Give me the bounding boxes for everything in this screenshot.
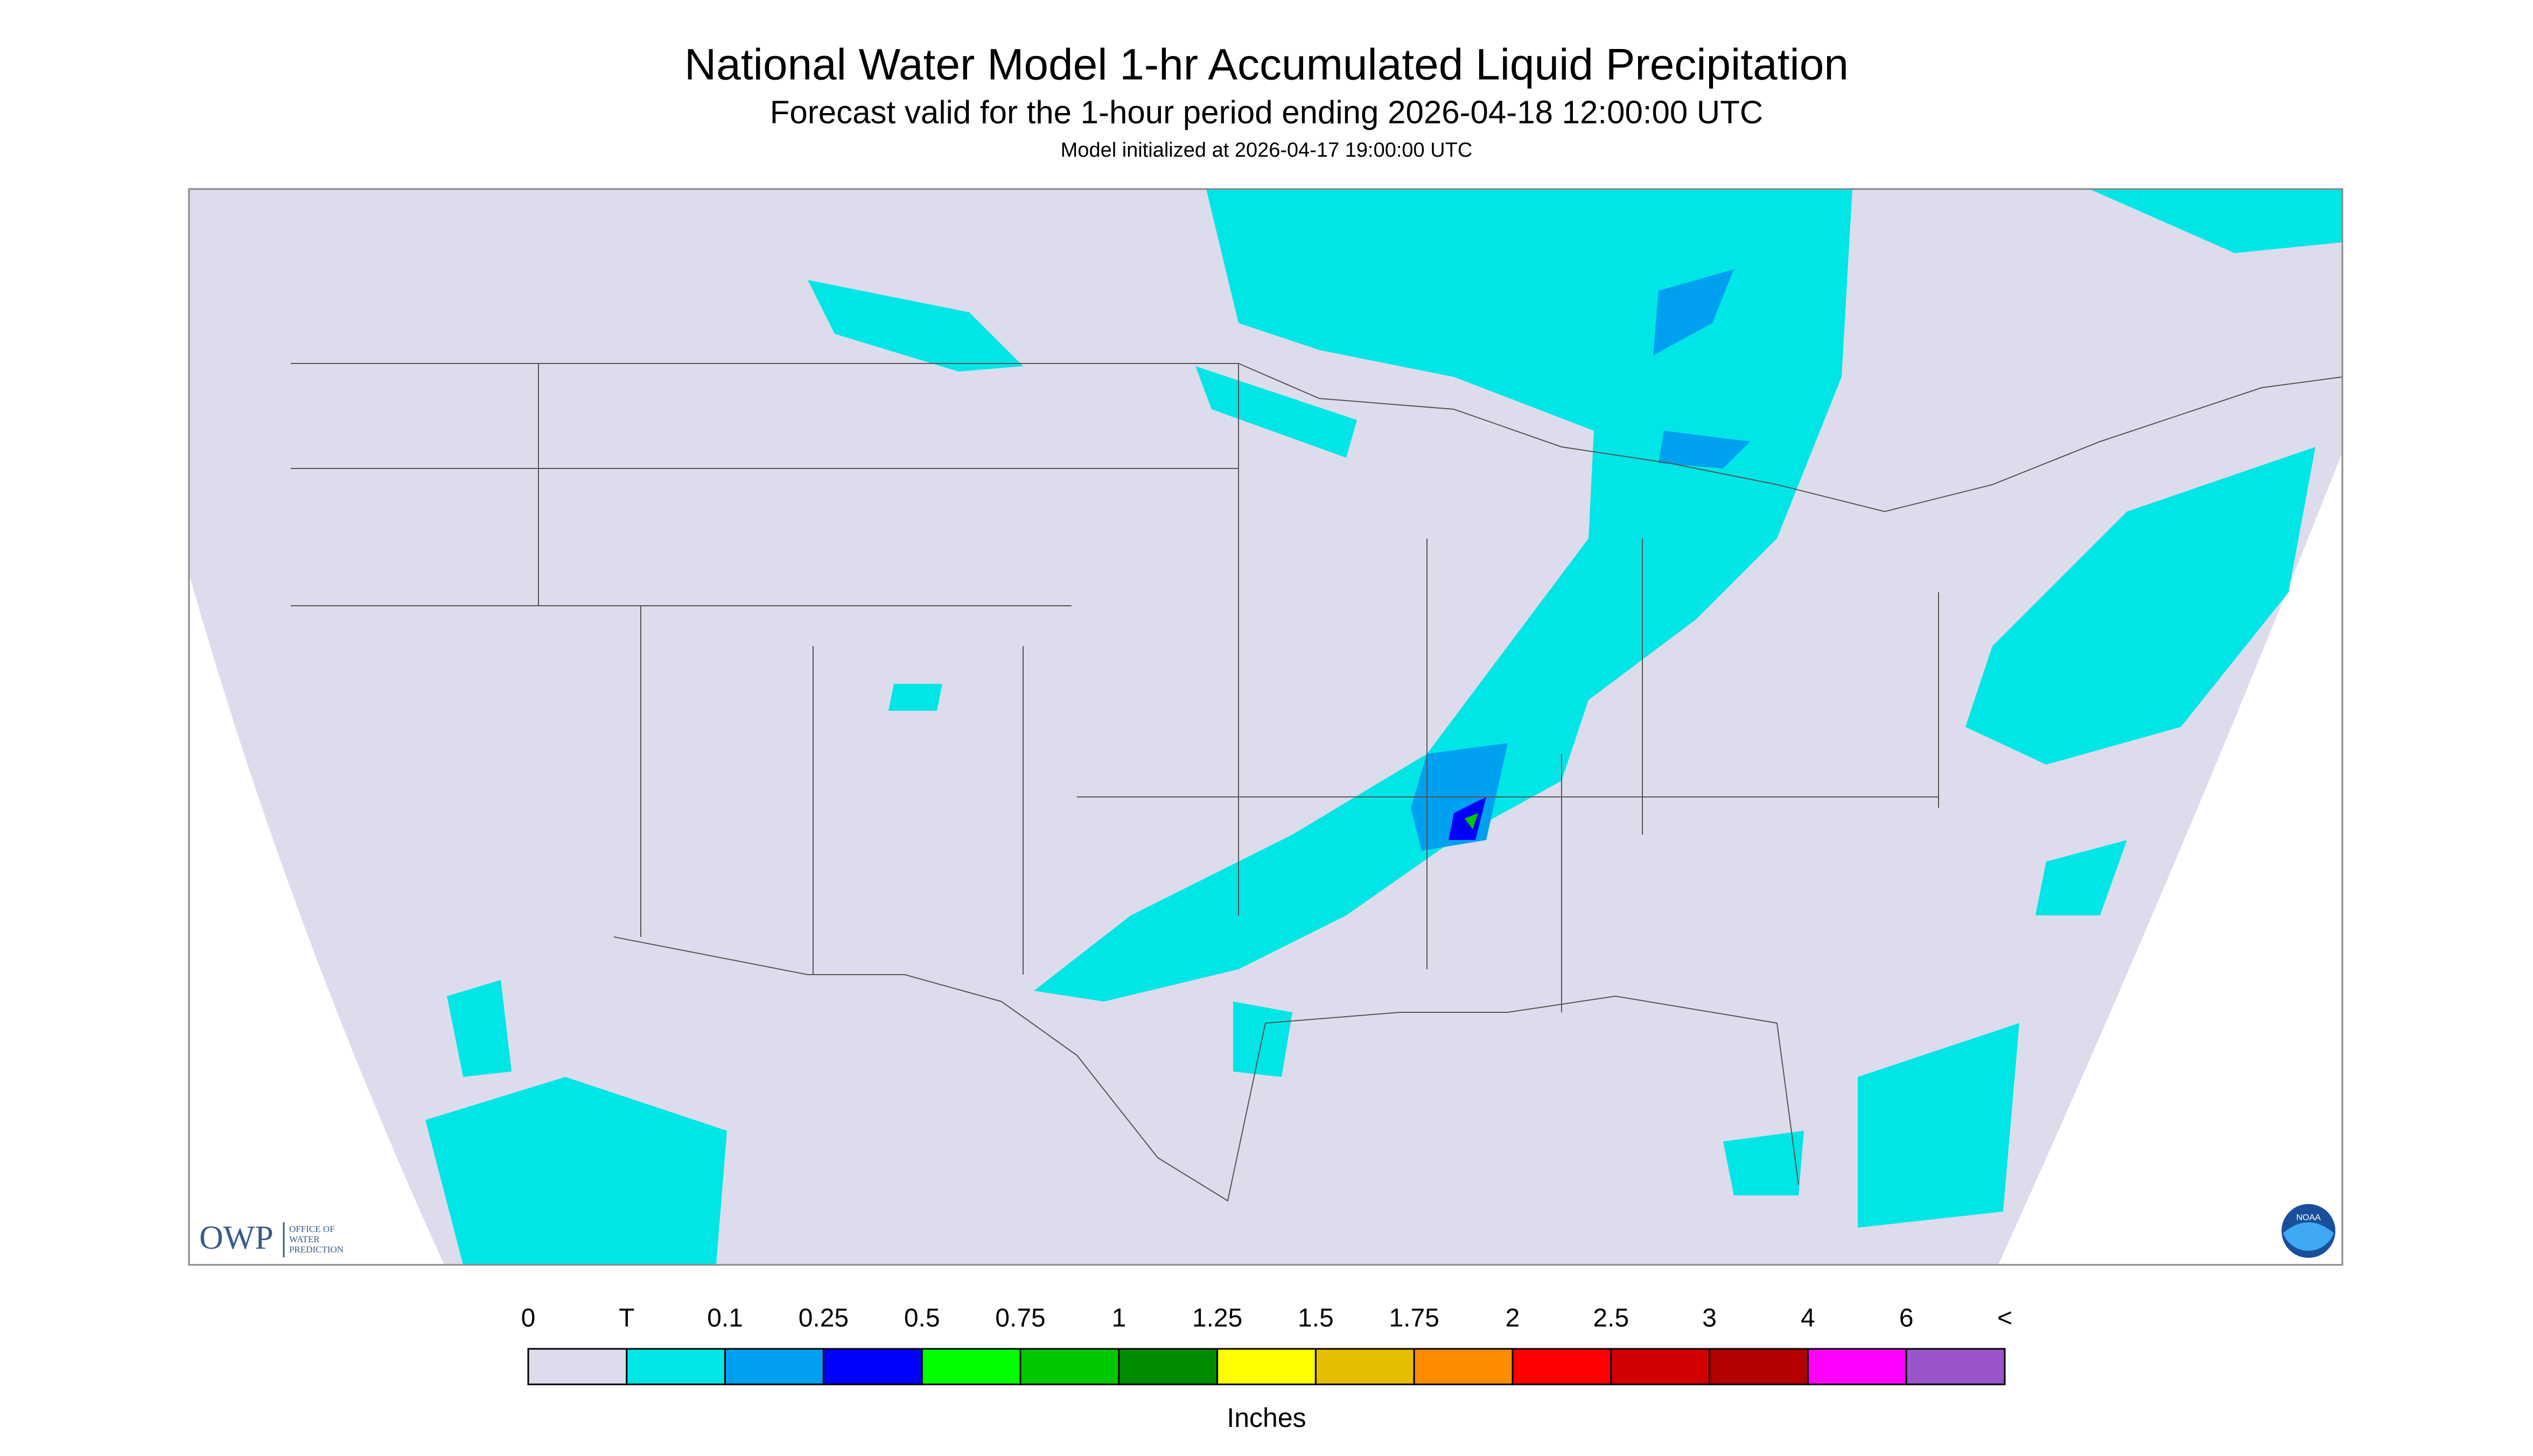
map: OWP OFFICE OF WATER PREDICTION NOAA (188, 188, 2343, 1266)
precip-blob (1653, 269, 1734, 355)
precip-blob (425, 1077, 727, 1265)
legend-label: 2.5 (1593, 1304, 1629, 1333)
init-time: Model initialized at 2026-04-17 19:00:00… (1061, 139, 1473, 162)
legend-swatch (1512, 1348, 1612, 1385)
precip-areas (425, 189, 2342, 1265)
precip-band (1034, 189, 1852, 1002)
legend-swatch (1019, 1348, 1120, 1385)
legend-swatch (921, 1348, 1021, 1385)
owp-logo-text: WATER (289, 1234, 320, 1244)
legend-label: 0.1 (707, 1304, 743, 1333)
owp-logo-text: PREDICTION (289, 1244, 344, 1255)
precip-blob (1233, 1002, 1292, 1077)
noaa-logo-text: NOAA (2296, 1213, 2321, 1222)
legend-label: 4 (1801, 1304, 1815, 1333)
precip-blob (1195, 366, 1357, 458)
legend-swatch (1807, 1348, 1907, 1385)
legend-swatch (1905, 1348, 2006, 1385)
precip-heavy (1465, 813, 1478, 829)
legend-swatch (527, 1348, 628, 1385)
noaa-logo-wave (2283, 1222, 2334, 1251)
border-line (291, 363, 1939, 1012)
precip-blob (1723, 1131, 1804, 1195)
legend-swatch (1413, 1348, 1514, 1385)
legend: 0 T 0.1 0.25 0.5 0.75 1 1.25 1.5 1.75 2 2.5 3 4 6 < (521, 1304, 2012, 1385)
precip-blob (2035, 840, 2127, 915)
title: National Water Model 1-hr Accumulated Li… (684, 40, 1849, 89)
legend-label: 1.75 (1389, 1304, 1439, 1333)
legend-label: 6 (1899, 1304, 1914, 1333)
precip-blob (888, 684, 942, 711)
precip-blob (2089, 189, 2342, 253)
legend-swatch (1216, 1348, 1317, 1385)
legend-swatch (724, 1348, 824, 1385)
legend-swatch (1709, 1348, 1809, 1385)
legend-swatch (822, 1348, 923, 1385)
legend-label: 0.5 (904, 1304, 940, 1333)
legend-swatch (1118, 1348, 1219, 1385)
legend-label: 1.5 (1298, 1304, 1334, 1333)
legend-label: 0.25 (799, 1304, 849, 1333)
legend-label: 3 (1702, 1304, 1717, 1333)
owp-logo: OWP (199, 1220, 274, 1256)
map-frame (188, 188, 2343, 1266)
precip-blob (447, 980, 512, 1077)
legend-label: < (1997, 1304, 2012, 1333)
legend-label: 1.25 (1192, 1304, 1242, 1333)
border-line (291, 363, 2343, 513)
subtitle: Forecast valid for the 1-hour period end… (770, 94, 1763, 130)
precip-blob (808, 280, 1023, 372)
legend-swatch (1610, 1348, 1711, 1385)
legend-swatch (1314, 1348, 1415, 1385)
boundaries (291, 363, 2343, 1202)
legend-label: 0.75 (995, 1304, 1045, 1333)
precip-blob (1858, 1023, 2019, 1228)
precip-blob (1659, 431, 1750, 468)
legend-label: 1 (1111, 1304, 1126, 1333)
legend-label: 0 (521, 1304, 536, 1333)
legend-units: Inches (1227, 1403, 1306, 1433)
legend-swatch (626, 1348, 726, 1385)
legend-label: T (619, 1304, 634, 1333)
precip-blob (1965, 447, 2315, 765)
border-line (613, 936, 1799, 1202)
legend-label: 2 (1506, 1304, 1520, 1333)
owp-logo-text: OFFICE OF (289, 1224, 335, 1234)
